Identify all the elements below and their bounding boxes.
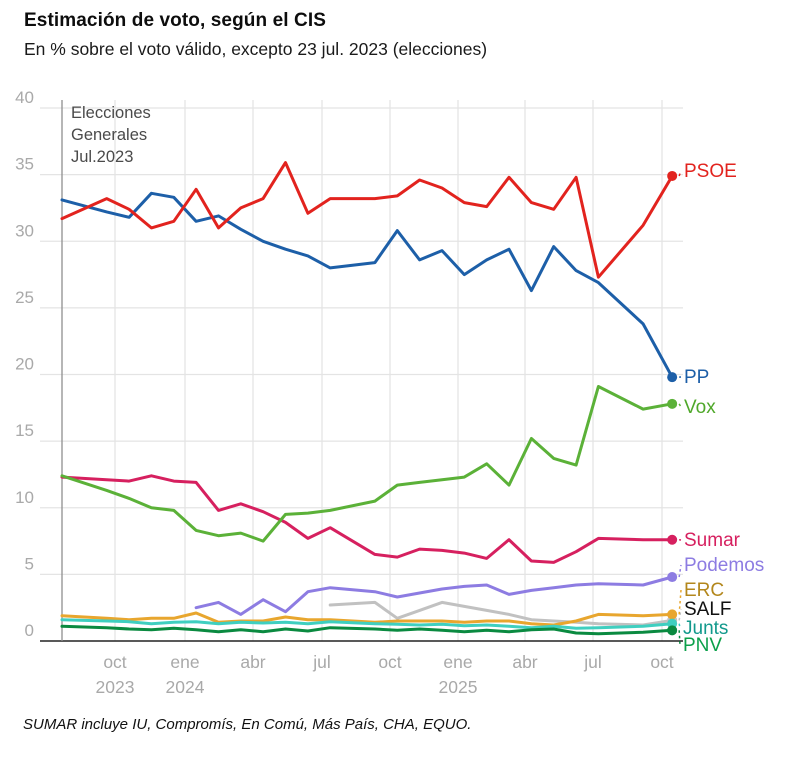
label-leader-podemos xyxy=(679,565,681,577)
series-line-psoe xyxy=(62,163,672,278)
page-subtitle: En % sobre el voto válido, excepto 23 ju… xyxy=(24,39,784,60)
x-tick-month: jul xyxy=(312,652,331,672)
y-tick-label: 30 xyxy=(15,221,34,240)
series-dot-psoe xyxy=(667,171,677,181)
x-tick-labels: oct 2023 ene 2024 abr jul oct ene 2025 abr jul oct xyxy=(96,652,674,697)
series-dot-vox xyxy=(667,399,677,409)
page-title: Estimación de voto, según el CIS xyxy=(24,10,784,32)
chart-header: Estimación de voto, según el CIS En % so… xyxy=(24,10,784,60)
label-leader-vox xyxy=(679,404,681,407)
gridlines: 0 5 10 15 20 25 30 35 40 xyxy=(15,88,683,641)
series-line-pp xyxy=(62,193,672,377)
y-tick-label: 35 xyxy=(15,155,34,174)
x-tick-year: 2023 xyxy=(96,677,135,697)
series-label-sumar: Sumar xyxy=(684,530,741,551)
series-line-sumar xyxy=(62,476,672,563)
x-tick-month: oct xyxy=(650,652,673,672)
y-tick-label: 0 xyxy=(25,621,34,640)
series-dot-sumar xyxy=(667,535,677,545)
label-leader-pnv xyxy=(679,630,680,645)
series-dot-pp xyxy=(667,372,677,382)
x-tick-month: ene xyxy=(170,652,199,672)
x-tick-month: jul xyxy=(583,652,602,672)
series-label-vox: Vox xyxy=(684,397,716,418)
series-label-pp: PP xyxy=(684,367,709,388)
x-tick-month: ene xyxy=(443,652,472,672)
y-tick-label: 15 xyxy=(15,421,34,440)
x-tick-month: oct xyxy=(103,652,126,672)
series-label-psoe: PSOE xyxy=(684,161,737,182)
x-tick-month: abr xyxy=(240,652,265,672)
label-leader-salf xyxy=(679,609,681,620)
chart-footnote: SUMAR incluye IU, Compromís, En Comú, Má… xyxy=(23,716,471,733)
series-line-podemos xyxy=(196,577,672,614)
x-tick-month: abr xyxy=(512,652,537,672)
series-label-pnv: PNV xyxy=(683,635,722,656)
y-tick-label: 10 xyxy=(15,488,34,507)
series-dot-pnv xyxy=(667,625,677,635)
annotation-line: Elecciones xyxy=(71,104,151,122)
series-label-podemos: Podemos xyxy=(684,555,764,576)
y-tick-label: 40 xyxy=(15,88,34,107)
series-label-salf: SALF xyxy=(684,599,732,620)
series-line-vox xyxy=(62,387,672,542)
series-label-erc: ERC xyxy=(684,580,724,601)
y-tick-label: 5 xyxy=(25,554,34,573)
x-tick-year: 2025 xyxy=(439,677,478,697)
y-tick-label: 25 xyxy=(15,288,34,307)
series-dot-erc xyxy=(667,609,677,619)
annotation-line: Generales xyxy=(71,126,147,144)
label-leader-junts xyxy=(679,624,680,628)
x-tick-month: oct xyxy=(378,652,401,672)
y-tick-label: 20 xyxy=(15,355,34,374)
election-annotation: Elecciones Generales Jul.2023 xyxy=(71,104,151,166)
series-dot-podemos xyxy=(667,572,677,582)
label-leader-erc xyxy=(679,590,681,614)
annotation-line: Jul.2023 xyxy=(71,148,133,166)
x-tick-year: 2024 xyxy=(166,677,205,697)
